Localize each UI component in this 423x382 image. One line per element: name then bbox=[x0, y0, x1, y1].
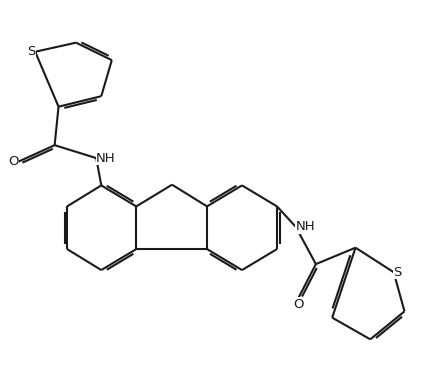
Text: O: O bbox=[8, 155, 19, 168]
Text: NH: NH bbox=[96, 152, 116, 165]
Text: NH: NH bbox=[296, 220, 315, 233]
Text: S: S bbox=[27, 45, 35, 58]
Text: O: O bbox=[293, 298, 304, 311]
Text: S: S bbox=[394, 265, 402, 278]
